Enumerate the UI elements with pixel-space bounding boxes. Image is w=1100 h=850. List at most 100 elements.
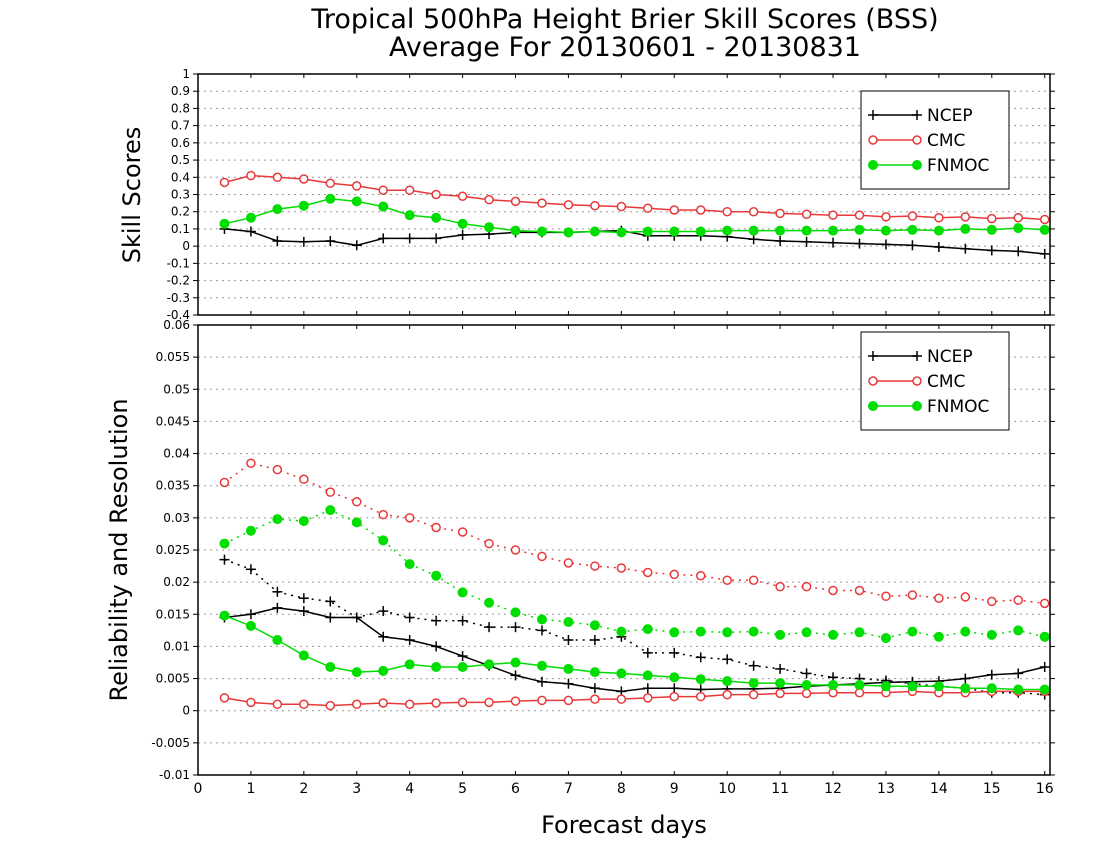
data-point-fnmoc [1039,631,1050,642]
x-tick-label: 15 [983,781,1001,797]
x-tick-label: 6 [511,781,520,797]
data-point-ncep [351,612,362,623]
data-point-fnmoc [325,193,336,204]
data-point-fnmoc [589,620,600,631]
data-point-cmc [669,691,680,702]
data-point-cmc [378,698,388,708]
data-point-cmc [590,561,600,571]
data-point-ncep [589,635,600,645]
data-point-cmc [537,695,547,706]
data-point-cmc [643,567,653,578]
data-point-fnmoc [642,670,653,681]
data-point-fnmoc [404,659,415,670]
legend: NCEP CMC FNMOC [860,90,1010,190]
data-point-ncep [245,226,256,237]
data-point-ncep [960,673,971,684]
data-point-ncep [669,683,680,694]
data-point-ncep [272,235,283,246]
y-tick-label: 0.05 [163,382,190,396]
data-point-fnmoc [351,196,362,207]
data-point-cmc [722,575,732,585]
x-tick-label: 9 [670,781,679,797]
data-point-cmc [590,200,600,211]
data-point-fnmoc [775,225,786,236]
data-point-fnmoc [431,662,442,672]
legend-marker-cmc [912,135,922,145]
data-point-ncep [245,564,256,575]
y-axis-title: Skill Scores [118,127,146,264]
data-point-ncep [457,615,468,626]
data-point-ncep [510,670,521,681]
data-point-fnmoc [1039,684,1050,695]
y-tick-label: 0.01 [163,639,190,653]
data-point-fnmoc [298,516,309,527]
data-point-ncep [722,654,733,665]
data-point-ncep [854,238,865,249]
data-point-cmc [643,203,653,214]
data-point-cmc [246,170,256,181]
data-point-cmc [722,206,732,217]
data-point-cmc [431,522,441,533]
y-tick-label: 0.055 [156,350,190,364]
data-point-fnmoc [801,627,812,638]
data-point-cmc [219,477,230,488]
data-point-cmc [299,474,309,485]
data-point-fnmoc [457,218,468,229]
data-point-cmc [484,538,494,549]
series-line-fnmoc [224,198,1045,234]
data-point-fnmoc [510,607,521,618]
data-point-fnmoc [536,660,547,671]
y-tick-label: 0.5 [171,153,190,167]
data-point-cmc [722,689,732,700]
data-point-ncep [1039,662,1050,672]
data-point-cmc [457,697,468,708]
data-point-fnmoc [1013,223,1024,234]
data-point-cmc [748,575,759,585]
data-point-fnmoc [457,662,468,672]
data-point-ncep [298,236,309,247]
data-point-cmc [828,585,838,596]
data-point-ncep [748,660,759,671]
data-point-cmc [246,458,256,468]
y-tick-label: -0.3 [167,291,190,305]
data-point-fnmoc [457,587,468,598]
y-tick-label: 0.04 [163,447,190,461]
y-tick-label: 0.03 [163,511,190,525]
data-point-fnmoc [272,514,283,525]
data-point-ncep [378,631,389,642]
y-tick-label: 0.3 [171,188,190,202]
data-point-cmc [616,201,627,212]
data-point-cmc [987,213,997,224]
x-tick-label: 3 [352,781,361,797]
data-point-fnmoc [748,225,759,236]
data-point-cmc [431,189,441,200]
data-point-cmc [352,181,362,191]
data-point-cmc [457,191,468,201]
data-point-fnmoc [1013,684,1024,695]
data-point-cmc [669,569,680,580]
data-point-cmc [352,497,362,507]
x-tick-label: 1 [246,781,255,797]
y-axis-title: Reliability and Resolution [105,398,133,701]
y-tick-label: 0.1 [171,222,190,236]
data-point-ncep [642,647,653,658]
data-point-cmc [695,570,706,581]
y-tick-label: 0.9 [171,84,190,98]
data-point-cmc [510,696,521,706]
data-point-fnmoc [219,538,230,549]
data-point-ncep [536,625,547,636]
data-point-cmc [801,209,812,220]
y-tick-label: 0.4 [171,170,190,184]
data-point-cmc [1039,598,1050,609]
data-point-ncep [801,236,812,247]
data-point-cmc [907,211,918,221]
data-point-cmc [484,697,494,708]
data-point-cmc [325,178,336,189]
data-point-cmc [510,196,521,207]
data-point-ncep [298,593,309,604]
data-point-fnmoc [378,201,389,212]
data-point-cmc [828,210,838,220]
data-point-ncep [960,243,971,254]
data-point-ncep [272,586,283,597]
data-point-fnmoc [960,223,971,234]
